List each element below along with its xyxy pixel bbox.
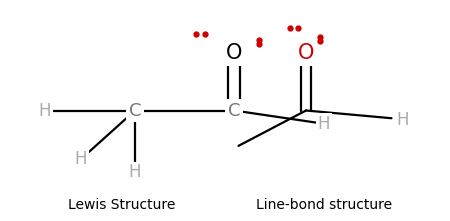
Text: O: O [298,43,314,63]
Text: H: H [75,150,87,168]
Text: Line-bond structure: Line-bond structure [256,198,392,212]
Text: C: C [228,101,240,120]
Text: H: H [318,115,330,133]
Text: H: H [396,111,409,130]
Text: H: H [39,101,51,120]
Text: O: O [226,43,242,63]
Text: H: H [129,163,141,181]
Text: Lewis Structure: Lewis Structure [68,198,175,212]
Text: C: C [129,101,141,120]
